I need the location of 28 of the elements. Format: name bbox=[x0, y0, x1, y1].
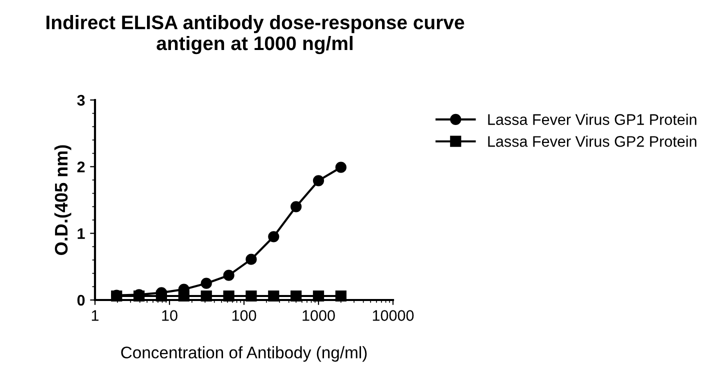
point bbox=[290, 201, 302, 212]
y-tick-label: 2 bbox=[77, 162, 85, 172]
x-tick-label: 10000 bbox=[372, 310, 414, 321]
point bbox=[268, 231, 280, 242]
point bbox=[312, 290, 324, 302]
y-tick-label: 3 bbox=[77, 94, 85, 106]
y-tick-label: 0 bbox=[77, 294, 85, 306]
y-tick-label: 1 bbox=[78, 228, 85, 239]
point bbox=[268, 290, 280, 302]
point bbox=[335, 162, 346, 173]
chart-title: Indirect ELISA antibody dose-response curve antigen at 1000 ng/ml bbox=[46, 15, 464, 54]
point bbox=[223, 270, 234, 281]
y-axis-title: O.D.(405 nm) bbox=[54, 145, 72, 255]
point bbox=[312, 175, 324, 186]
x-tick-label: 100 bbox=[232, 310, 256, 321]
x-axis-title: Concentration of Antibody (ng/ml) bbox=[121, 346, 367, 362]
point bbox=[290, 290, 302, 302]
point bbox=[223, 290, 234, 302]
point bbox=[246, 290, 257, 302]
point bbox=[335, 290, 346, 302]
point bbox=[200, 278, 212, 289]
x-tick-label: 1000 bbox=[302, 310, 335, 321]
x-tick-label: 1 bbox=[92, 310, 99, 321]
legend-label: Lassa Fever Virus GP2 Protein bbox=[488, 136, 696, 147]
point bbox=[200, 290, 212, 302]
x-tick-label: 10 bbox=[162, 310, 178, 321]
point bbox=[246, 254, 257, 265]
legend-label: Lassa Fever Virus GP1 Protein bbox=[488, 114, 696, 125]
